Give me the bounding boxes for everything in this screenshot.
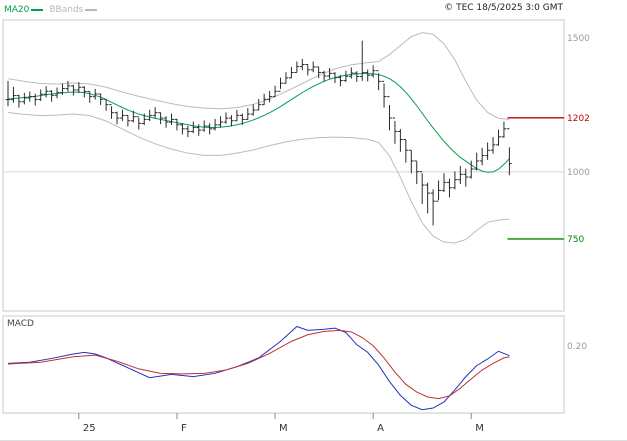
x-axis-label-F: F <box>181 423 187 434</box>
x-axis-label-M: M <box>475 423 484 434</box>
ma20-line-sample-icon <box>31 9 44 11</box>
legend-item-bbands: BBands <box>49 5 98 15</box>
ma20-legend-label: MA20 <box>4 5 30 15</box>
bollinger-lower-line <box>7 111 510 244</box>
bbands-legend-label: BBands <box>49 5 84 15</box>
x-axis-label-A: A <box>377 423 384 434</box>
y-axis-label-750: 750 <box>567 235 584 245</box>
macd-axis-label: 0.20 <box>567 342 587 352</box>
ma20-line <box>7 73 510 173</box>
macd-line <box>7 325 510 411</box>
x-axis-label-25: 25 <box>83 423 96 434</box>
price-panel-frame <box>2 19 565 312</box>
copyright-text: © TEC 18/5/2025 3:0 GMT <box>444 3 563 13</box>
legend-item-ma20: MA20 <box>4 5 44 15</box>
price-bars <box>5 40 512 226</box>
x-axis-label-M: M <box>279 423 288 434</box>
y-axis-label-1000: 1000 <box>567 168 590 178</box>
macd-panel-title: MACD <box>7 319 34 329</box>
bollinger-upper-line <box>7 32 510 120</box>
macd-panel-frame <box>2 315 565 414</box>
bbands-line-sample-icon <box>85 9 98 11</box>
y-axis-label-1202: 1202 <box>567 114 590 124</box>
signal-line <box>7 329 510 400</box>
y-axis-label-1500: 1500 <box>567 34 590 44</box>
chart-legend: MA20 BBands <box>4 3 563 17</box>
